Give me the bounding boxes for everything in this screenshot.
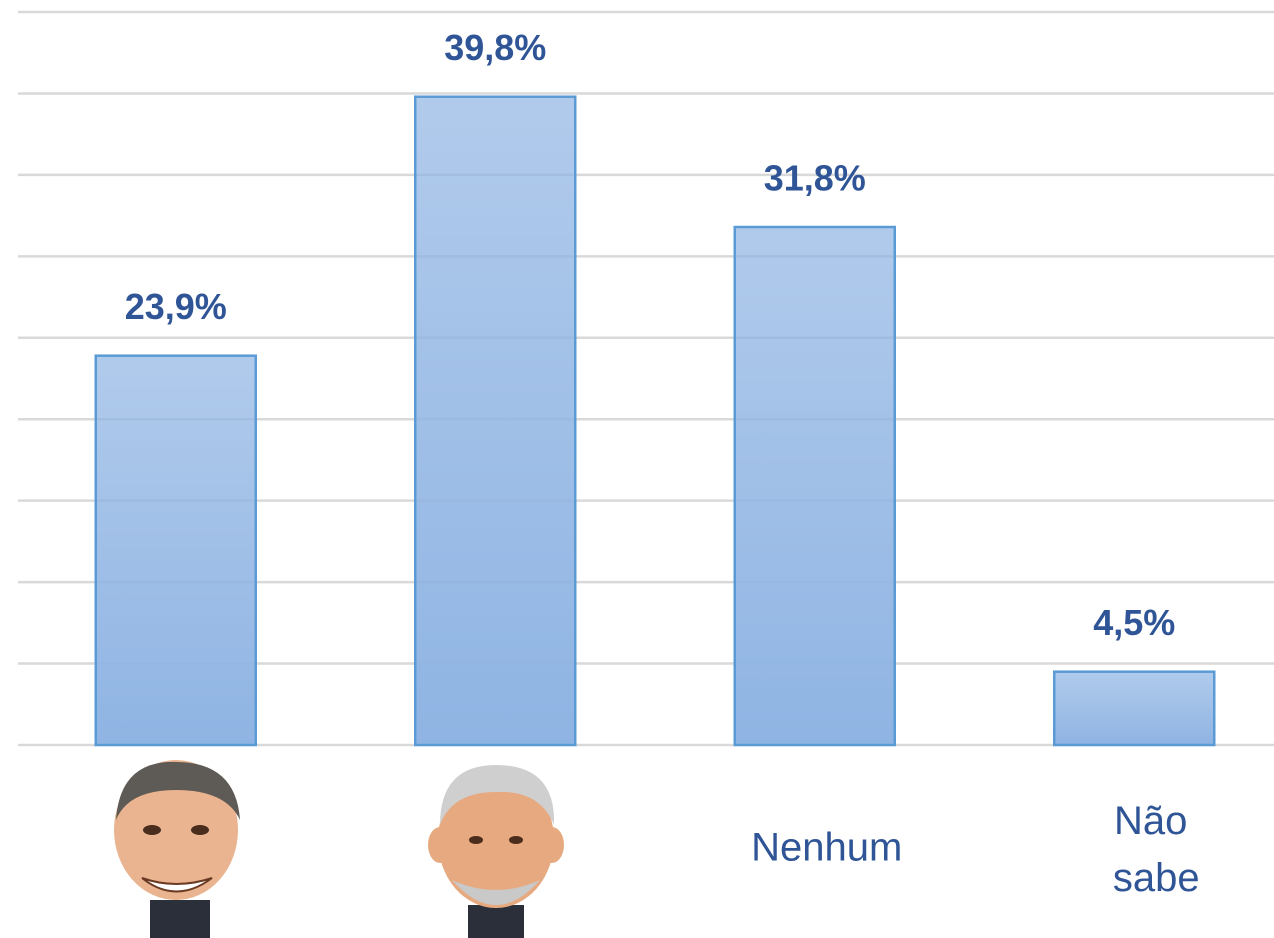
bar bbox=[94, 354, 257, 747]
x-tick-label: Nenhum bbox=[751, 826, 902, 870]
portrait-1 bbox=[114, 760, 240, 938]
value-label: 4,5% bbox=[1093, 602, 1175, 643]
bar bbox=[733, 225, 896, 747]
value-label: 31,8% bbox=[764, 158, 866, 199]
x-tick-label: Não sabe bbox=[1113, 799, 1200, 900]
portrait-2 bbox=[428, 765, 564, 938]
bar bbox=[1053, 670, 1216, 747]
bar bbox=[414, 95, 577, 747]
value-label: 23,9% bbox=[125, 286, 227, 327]
value-label: 39,8% bbox=[444, 27, 546, 68]
